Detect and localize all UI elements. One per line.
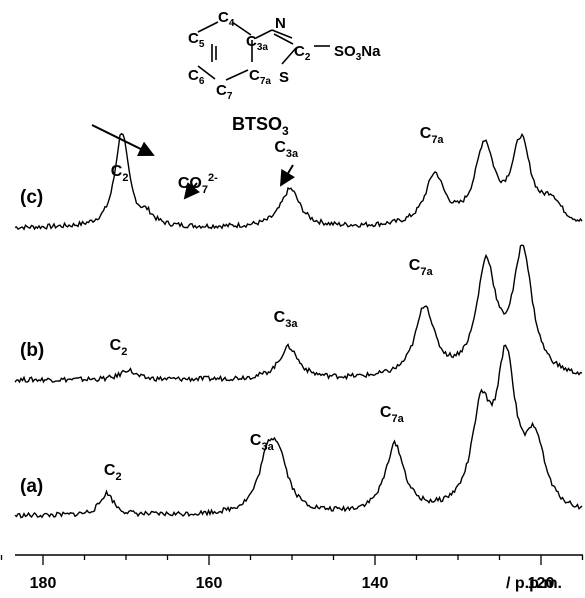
trace-label-b: (b) (20, 340, 44, 361)
x-tick-label: 160 (196, 575, 223, 592)
peak-label-a-1: C3a (250, 432, 275, 453)
peak-label-c-0: CO72- (178, 172, 218, 196)
x-tick-label: 140 (362, 575, 389, 592)
bond-9 (273, 33, 294, 45)
spectrum-trace-a (14, 344, 583, 519)
atom-label-6: C7 (216, 82, 233, 102)
peak-label-c-1: C2 (111, 163, 129, 184)
arrow-c3a (279, 164, 296, 187)
bond-4 (197, 65, 216, 80)
bond-5 (225, 69, 249, 81)
peak-labels: CO72- C2 C3a C7a C2 C3a C7a C2 C3a C7a (91, 124, 445, 483)
atom-label-7: C7a (249, 67, 271, 87)
bond-7 (255, 29, 273, 39)
btso3-structure: C4 C3a N C2 C5 C6 C7 C7a S SO3Na BTSO3 (188, 9, 381, 138)
spectra-traces (14, 132, 583, 519)
atom-label-0: C4 (218, 9, 235, 29)
spectrum-trace-c (14, 132, 583, 231)
atom-label-5: C6 (188, 67, 205, 87)
peak-label-b-0: C2 (110, 337, 128, 358)
bond-1 (231, 21, 252, 36)
arrow-co7 (91, 124, 155, 157)
peak-label-c-3: C7a (420, 125, 445, 146)
peak-label-c-2: C3a (274, 139, 299, 160)
bond-8 (271, 29, 293, 39)
x-tick-label: 180 (30, 575, 57, 592)
peak-label-a-3: C7a (380, 404, 405, 425)
atom-label-9: SO3Na (334, 43, 381, 63)
trace-label-c: (c) (20, 187, 43, 208)
bond-0 (197, 21, 219, 33)
atom-label-4: C5 (188, 30, 205, 50)
peak-label-b-1: C3a (274, 309, 299, 330)
peak-label-a-0: C2 (104, 462, 122, 483)
trace-label-a: (a) (20, 476, 43, 497)
arrow-c2 (183, 182, 200, 200)
x-axis-label: / p.p.m. (506, 575, 562, 592)
atom-label-8: S (279, 69, 289, 86)
atom-label-1: C3a (246, 33, 268, 53)
x-tick-label: 120 (528, 575, 555, 592)
x-axis: 180 160 140 120/ p.p.m. (0, 554, 584, 592)
trace-labels: (c) (b) (a) (20, 187, 44, 497)
atom-label-3: C2 (294, 43, 311, 63)
atom-label-2: N (275, 15, 286, 32)
molecule-name: BTSO3 (232, 114, 289, 138)
bond-10 (281, 47, 297, 65)
spectrum-trace-b (14, 244, 583, 384)
peak-label-b-2: C7a (409, 257, 434, 278)
